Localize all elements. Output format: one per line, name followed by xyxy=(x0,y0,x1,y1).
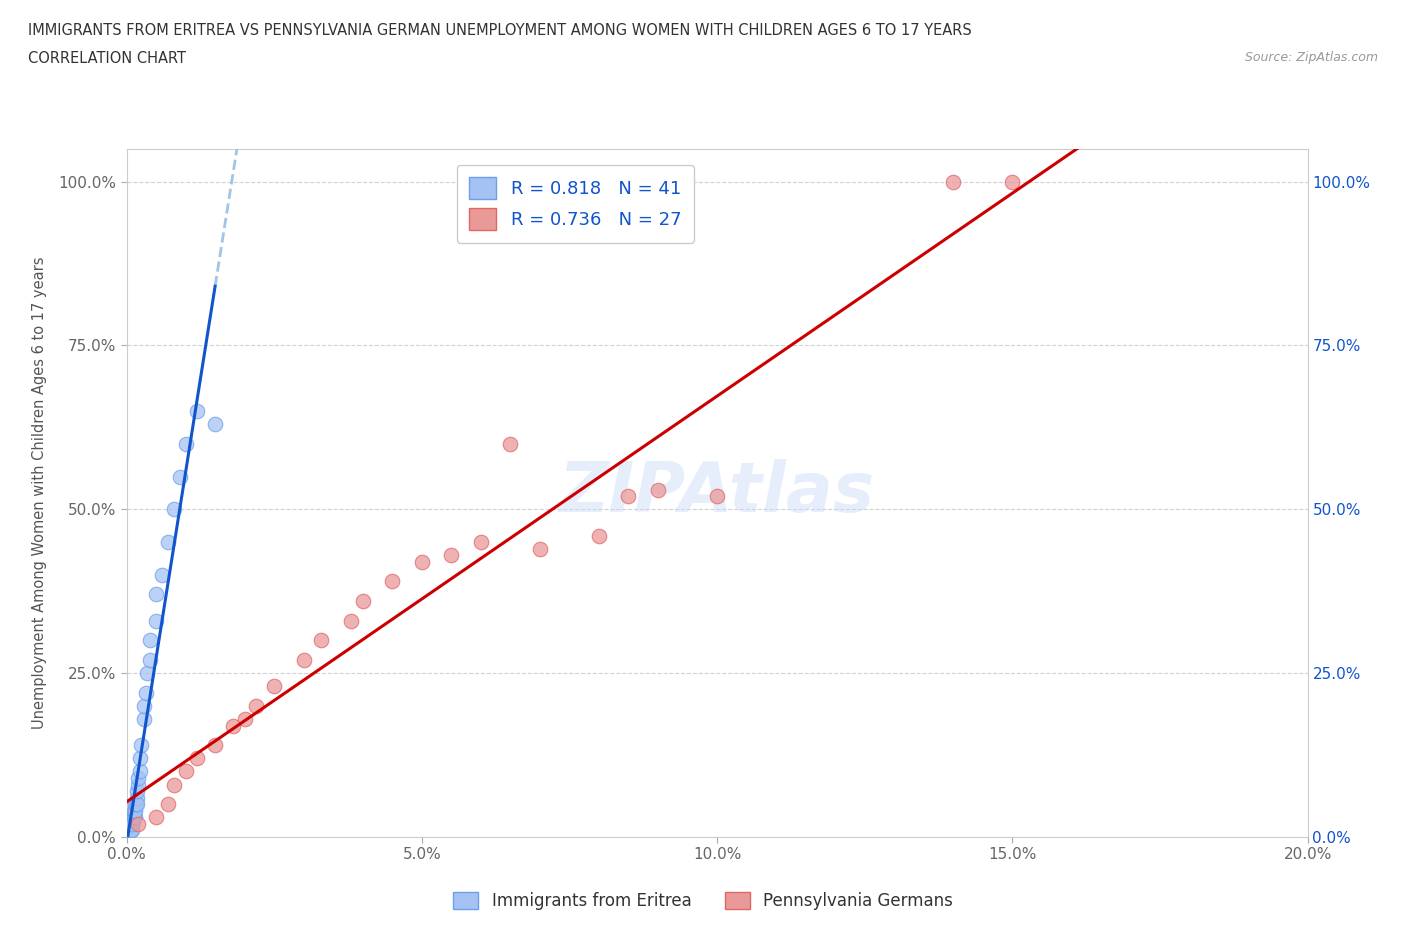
Point xyxy=(1001,174,1024,189)
Point xyxy=(647,482,669,497)
Point xyxy=(156,535,179,550)
Point xyxy=(186,404,208,418)
Point xyxy=(134,711,156,726)
Point xyxy=(120,817,142,831)
Point xyxy=(124,797,146,812)
Point xyxy=(163,777,186,792)
Point xyxy=(122,810,145,825)
Point xyxy=(121,823,143,838)
Point xyxy=(145,810,167,825)
Point xyxy=(135,685,157,700)
Point xyxy=(145,587,167,602)
Text: Source: ZipAtlas.com: Source: ZipAtlas.com xyxy=(1244,51,1378,64)
Point xyxy=(470,535,492,550)
Point xyxy=(174,436,197,451)
Point xyxy=(156,797,179,812)
Point xyxy=(145,613,167,628)
Text: IMMIGRANTS FROM ERITREA VS PENNSYLVANIA GERMAN UNEMPLOYMENT AMONG WOMEN WITH CHI: IMMIGRANTS FROM ERITREA VS PENNSYLVANIA … xyxy=(28,23,972,38)
Point xyxy=(127,797,149,812)
Text: CORRELATION CHART: CORRELATION CHART xyxy=(28,51,186,66)
Point xyxy=(120,823,142,838)
Point xyxy=(263,679,285,694)
Point xyxy=(118,823,141,838)
Point xyxy=(245,698,267,713)
Point xyxy=(942,174,965,189)
Point xyxy=(117,823,139,838)
Point xyxy=(617,489,640,504)
Point xyxy=(411,554,433,569)
Point xyxy=(204,737,226,752)
Point xyxy=(129,751,152,765)
Y-axis label: Unemployment Among Women with Children Ages 6 to 17 years: Unemployment Among Women with Children A… xyxy=(32,257,46,729)
Point xyxy=(127,817,149,831)
Point xyxy=(440,548,463,563)
Point xyxy=(125,797,148,812)
Point xyxy=(529,541,551,556)
Point xyxy=(163,502,186,517)
Point xyxy=(125,790,148,805)
Point xyxy=(706,489,728,504)
Point xyxy=(127,784,149,799)
Point xyxy=(127,777,149,792)
Point xyxy=(588,528,610,543)
Point xyxy=(122,810,145,825)
Point xyxy=(136,666,159,681)
Point xyxy=(121,810,143,825)
Point xyxy=(127,771,149,786)
Text: ZIPAtlas: ZIPAtlas xyxy=(560,459,875,526)
Point xyxy=(169,469,191,484)
Point xyxy=(174,764,197,779)
Point xyxy=(381,574,404,589)
Point xyxy=(340,613,363,628)
Point xyxy=(150,567,173,582)
Point xyxy=(121,817,143,831)
Point xyxy=(311,633,333,648)
Point xyxy=(139,653,162,668)
Point xyxy=(233,711,256,726)
Point xyxy=(124,810,146,825)
Point xyxy=(186,751,208,765)
Point xyxy=(292,653,315,668)
Point xyxy=(134,698,156,713)
Point xyxy=(120,823,142,838)
Point xyxy=(139,633,162,648)
Point xyxy=(222,718,245,733)
Point xyxy=(128,764,150,779)
Legend: R = 0.818   N = 41, R = 0.736   N = 27: R = 0.818 N = 41, R = 0.736 N = 27 xyxy=(457,165,695,243)
Point xyxy=(124,804,146,818)
Point xyxy=(121,817,143,831)
Point xyxy=(118,817,141,831)
Point xyxy=(499,436,522,451)
Point xyxy=(129,737,153,752)
Point xyxy=(352,593,374,608)
Point xyxy=(204,417,226,432)
Point xyxy=(122,804,145,818)
Legend: Immigrants from Eritrea, Pennsylvania Germans: Immigrants from Eritrea, Pennsylvania Ge… xyxy=(447,885,959,917)
Point xyxy=(121,817,143,831)
